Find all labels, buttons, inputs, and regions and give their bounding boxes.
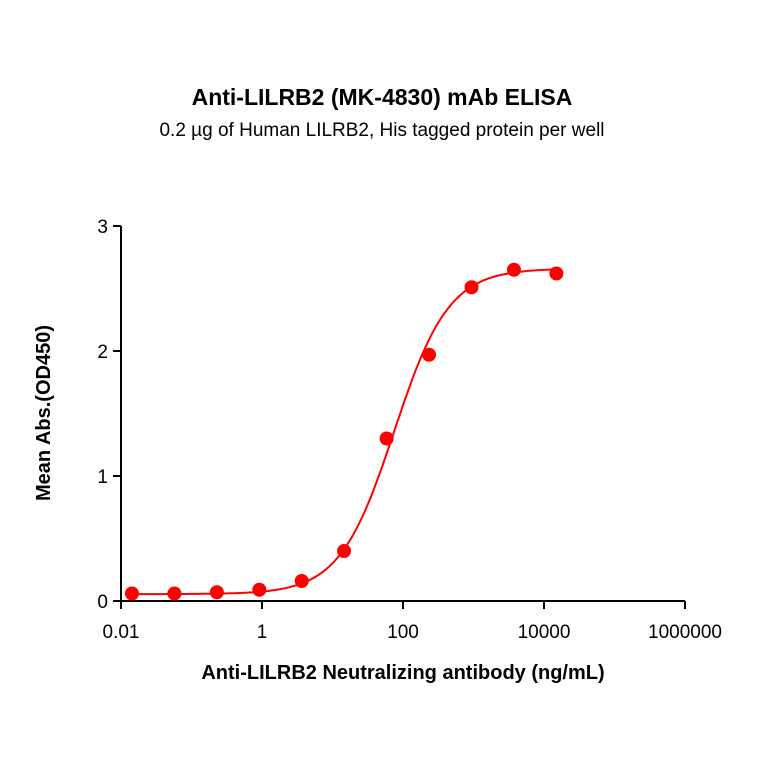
x-tick-label: 0.01 bbox=[103, 622, 140, 643]
data-point bbox=[549, 266, 564, 281]
chart-title: Anti-LILRB2 (MK-4830) mAb ELISA bbox=[191, 84, 573, 110]
data-point bbox=[337, 544, 352, 558]
data-point bbox=[209, 585, 224, 600]
data-point bbox=[167, 586, 182, 601]
data-point bbox=[252, 582, 267, 597]
x-tick-label: 10000 bbox=[518, 622, 571, 643]
data-point bbox=[124, 586, 139, 601]
data-points bbox=[124, 262, 564, 601]
x-tick-label: 1 bbox=[257, 622, 268, 643]
x-axis-title: Anti-LILRB2 Neutralizing antibody (ng/mL… bbox=[201, 662, 604, 684]
data-point bbox=[422, 347, 437, 362]
y-tick-label: 1 bbox=[97, 467, 108, 488]
y-tick-label: 3 bbox=[97, 217, 108, 238]
y-tick-label: 2 bbox=[97, 342, 108, 363]
x-tick-label: 100 bbox=[387, 622, 419, 643]
data-point bbox=[294, 574, 309, 588]
data-point bbox=[379, 431, 394, 446]
data-point bbox=[506, 262, 521, 277]
data-point bbox=[464, 280, 479, 295]
x-tick-label: 1000000 bbox=[648, 622, 722, 643]
y-axis-title: Mean Abs.(OD450) bbox=[33, 325, 55, 501]
axes: 0.01 1 100 10000 1000000 0 1 2 3 bbox=[97, 217, 722, 643]
chart-subtitle: 0.2 µg of Human LILRB2, His tagged prote… bbox=[159, 120, 605, 141]
y-tick-label: 0 bbox=[97, 592, 108, 613]
